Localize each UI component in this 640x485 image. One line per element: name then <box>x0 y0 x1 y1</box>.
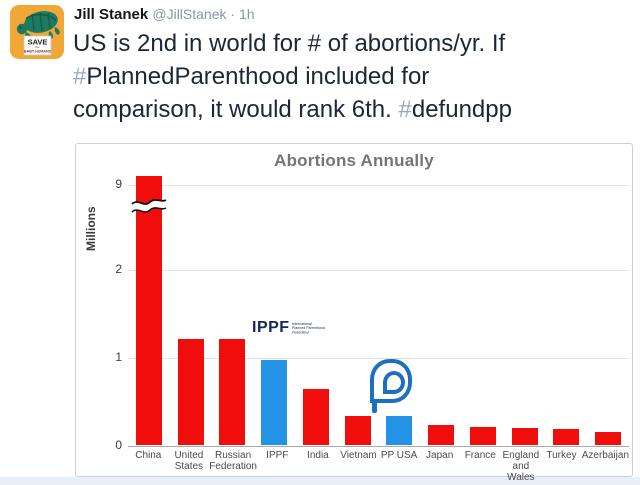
x-axis-label: United States <box>174 450 204 472</box>
bar <box>595 432 622 445</box>
bar-column-england-and-wales <box>504 175 546 445</box>
pp-inner-leaf <box>383 371 405 394</box>
x-axis-label: Turkey <box>546 450 577 461</box>
svg-text:SAVE: SAVE <box>28 38 48 47</box>
planned-parenthood-logo-icon <box>367 356 417 416</box>
x-axis-line <box>128 446 629 447</box>
bar <box>469 427 496 445</box>
x-axis-label: England and Wales <box>502 450 540 483</box>
x-axis-label: Russian Federation <box>209 450 257 472</box>
x-axis-label: Japan <box>426 450 454 461</box>
bar <box>261 360 288 445</box>
bar-column-turkey <box>546 175 588 445</box>
tweet-text-segment: comparison, it would rank 6th. <box>73 96 399 123</box>
pp-stem <box>372 400 377 413</box>
bar-column-united-states <box>170 175 212 445</box>
tweet-text-line: US is 2nd in world for # of abortions/yr… <box>73 27 633 60</box>
gridline <box>128 270 629 271</box>
tweet-text-line: comparison, it would rank 6th. #defundpp <box>73 93 633 126</box>
ippf-logo-subtext: International Planned Parenthood Federatio… <box>291 322 325 335</box>
chart-title: Abortions Annually <box>274 151 434 170</box>
tweet-text: US is 2nd in world for # of abortions/yr… <box>73 27 633 126</box>
gridline <box>128 358 629 359</box>
tweet-text-line: #PlannedParenthood included for <box>73 60 633 93</box>
bar <box>386 416 413 445</box>
timestamp[interactable]: 1h <box>238 6 255 22</box>
separator-dot: · <box>230 6 236 22</box>
bar-column-ippf <box>253 175 295 445</box>
x-axis-label: India <box>307 450 329 461</box>
x-axis-label: PP USA <box>380 450 418 461</box>
avatar[interactable]: SAVE the BABY HUMANS <box>10 5 64 59</box>
bar-series <box>128 175 629 445</box>
bar <box>302 389 329 445</box>
hashtag-link[interactable]: #PlannedParenthood <box>73 63 299 90</box>
bar-column-vietnam <box>337 175 379 445</box>
bar-column-japan <box>420 175 462 445</box>
bar <box>344 416 371 445</box>
bar-column-azerbaijan <box>587 175 629 445</box>
pp-outer-leaf <box>370 359 412 403</box>
bar <box>511 428 538 445</box>
ippf-wordmark: IPPF <box>252 319 290 336</box>
bar-column-france <box>462 175 504 445</box>
x-axis-label: France <box>464 450 496 461</box>
bar <box>553 429 580 445</box>
ippf-logo: IPPF International Planned Parenthood Fede… <box>252 320 365 350</box>
y-tick-label: 2 <box>115 262 122 276</box>
author-handle[interactable]: @JillStanek <box>152 6 227 22</box>
bar <box>428 425 455 445</box>
hashtag-link[interactable]: #defundpp <box>398 96 512 123</box>
axis-break-icon <box>131 199 167 213</box>
bar-column-china <box>128 175 170 445</box>
author-name[interactable]: Jill Stanek <box>74 6 149 23</box>
y-tick-label: 0 <box>115 438 122 452</box>
gridline <box>128 185 629 186</box>
tweet-header: Jill Stanek @JillStanek · 1h <box>74 6 255 23</box>
x-axis-label: IPPF <box>266 450 289 461</box>
bar-column-pp-usa <box>379 175 421 445</box>
bar-column-russian-federation <box>212 175 254 445</box>
svg-text:the: the <box>35 45 40 49</box>
turtle-avatar-image: SAVE the BABY HUMANS <box>16 11 60 56</box>
bar-column-india <box>295 175 337 445</box>
x-axis-label: Azerbaijan <box>581 450 630 461</box>
tweet-text-segment: included for <box>298 63 430 90</box>
tweet-text-segment: US is 2nd in world for # of abortions/yr… <box>73 30 506 57</box>
x-axis-labels: China United States Russian Federation IPPF In… <box>128 450 630 483</box>
bar <box>135 176 162 445</box>
bar <box>219 339 246 445</box>
svg-text:BABY HUMANS: BABY HUMANS <box>24 50 51 54</box>
x-axis-label: China <box>135 450 162 461</box>
y-tick-label: 1 <box>115 350 122 364</box>
y-tick-label: 9 <box>115 177 122 191</box>
x-axis-label: Vietnam <box>340 450 377 461</box>
bar <box>177 339 204 445</box>
